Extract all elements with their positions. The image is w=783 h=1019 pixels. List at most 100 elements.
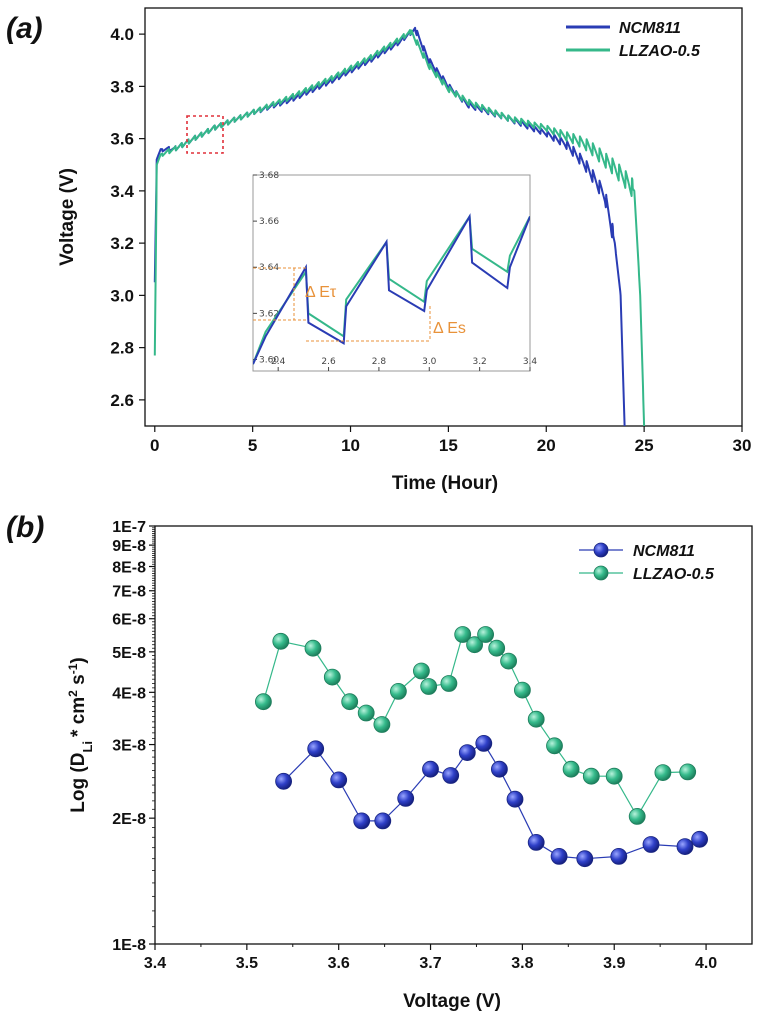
panel-b-data-point [458,744,476,761]
inset-x-tick-label: 2.8 [372,357,387,367]
panel-a-plot-frame [144,7,743,427]
delta-et-label: Δ Eτ [305,284,337,301]
panel-b-data-point [679,763,697,781]
panel-a-y-ticks: 2.6 2.8 3.0 3.2 3.4 3.6 3.8 4.0 [110,25,145,410]
panel-b-data-point [330,771,348,789]
panel-b-data-point [466,636,484,654]
panel-a-y-tick-label: 4.0 [110,25,134,44]
panel-b-series-line [283,742,700,860]
panel-b-y-tick-label: 7E-8 [112,584,146,601]
panel-b-data-point [420,678,438,695]
panel-b-data-point [576,850,594,868]
panel-b-data-point [422,760,439,778]
panel-b-x-tick-label: 4.0 [695,955,717,972]
panel-a-series [153,26,646,426]
y-title-sup1: 2 [66,690,80,697]
panel-a-x-tick-label: 20 [537,436,556,455]
inset-frame [252,174,531,372]
panel-b-data-point [490,760,508,778]
panel-b-data-point [254,693,272,711]
panel-b-data-point [654,764,672,781]
panel-b-data-point [475,735,493,752]
panel-b: (b) 3.4 3.5 3.6 3.7 3.8 3.9 4.0 1E-8 2E-8 3E-8 4E… [6,511,753,1012]
panel-b-data-point [527,710,545,728]
panel-a-x-tick-label: 5 [248,436,257,455]
panel-b-x-tick-label: 3.9 [603,955,625,972]
panel-b-y-tick-label: 3E-8 [112,738,146,755]
panel-b-y-title: Log (DLi * cm2 s-1) [66,657,95,812]
panel-b-data-point [272,632,290,650]
panel-b-y-tick-label: 8E-8 [112,560,146,577]
panel-a-series-line [153,29,646,426]
panel-a-x-tick-label: 25 [635,436,654,455]
panel-b-x-tick-label: 3.5 [236,955,258,972]
inset-y-tick-label: 3.66 [259,217,279,227]
y-title-sub: Li [80,741,95,753]
panel-b-data-point [341,693,359,711]
inset-guides [253,267,431,342]
panel-a-x-tick-label: 0 [150,436,159,455]
legend-marker-ncm811 [593,542,609,558]
panel-b-y-tick-label: 1E-7 [112,519,146,536]
inset-x-tick-label: 3.4 [523,357,538,367]
panel-a-x-ticks: 0 5 10 15 20 25 30 [150,426,751,455]
panel-b-data-point [304,639,322,657]
panel-a-y-tick-label: 2.8 [110,339,134,358]
legend-label-ncm811: NCM811 [619,20,681,37]
panel-b-data-point [500,652,518,670]
panel-a: (a) 0 5 10 15 20 25 30 2.6 2.8 3.0 3.2 3.4 3.6 3.8 4.… [6,7,751,494]
panel-a-legend: NCM811 LLZAO-0.5 [566,20,701,60]
inset-y-tick-label: 3.60 [259,355,279,365]
panel-b-data-point [477,626,495,643]
panel-b-data-point [691,830,708,848]
panel-a-x-tick-label: 15 [439,436,458,455]
y-title-pre: Log (D [68,753,89,813]
panel-a-y-tick-label: 3.4 [110,182,134,201]
panel-b-x-title: Voltage (V) [403,991,501,1012]
panel-b-y-tick-label: 9E-8 [112,538,146,555]
panel-b-data-point [488,639,506,657]
panel-b-data-point [275,772,293,790]
panel-b-data-point [412,662,430,680]
inset: 2.4 2.6 2.8 3.0 3.2 3.43.603.623.643.663.68 Δ… [252,171,538,372]
panel-b-y-tick-label: 6E-8 [112,612,146,629]
panel-a-y-tick-label: 3.6 [110,130,134,149]
panel-b-y-tick-label: 2E-8 [112,811,146,828]
panel-a-label: (a) [6,12,43,45]
panel-b-legend: NCM811 LLZAO-0.5 [579,542,715,583]
panel-b-data-point [373,716,391,733]
panel-b-data-point [605,767,623,785]
y-title-sup2: -1 [66,663,80,674]
y-title-mid: * cm [68,697,89,737]
panel-b-data-point [353,812,371,830]
delta-es-label: Δ Es [433,320,466,337]
panel-b-x-tick-label: 3.4 [144,955,166,972]
panel-b-data-point [550,848,568,865]
panel-b-data-point [454,626,472,643]
panel-b-series-line [262,633,688,818]
panel-b-x-tick-label: 3.6 [328,955,350,972]
panel-a-x-title: Time (Hour) [392,473,498,494]
y-title-mid2: s [68,674,89,690]
inset-x-tick-label: 2.4 [271,357,286,367]
inset-x-tick-label: 2.6 [321,357,336,367]
panel-b-x-ticks: 3.4 3.5 3.6 3.7 3.8 3.9 4.0 [144,944,717,972]
panel-b-data-point [506,790,524,808]
panel-a-y-tick-label: 3.0 [110,286,134,305]
inset-x-tick-label: 3.2 [472,357,486,367]
panel-b-plot-frame [154,525,753,945]
inset-y-tick-label: 3.62 [259,309,279,319]
panel-b-data-point [389,683,407,700]
y-title-post: ) [68,657,89,663]
panel-a-x-tick-label: 30 [733,436,752,455]
panel-a-y-tick-label: 3.8 [110,77,134,96]
panel-b-x-tick-label: 3.7 [419,955,441,972]
legend-label-llzao: LLZAO-0.5 [619,43,701,60]
panel-b-y-tick-label: 1E-8 [112,937,146,954]
legend-label-ncm811-b: NCM811 [633,543,695,560]
panel-b-x-tick-label: 3.8 [511,955,533,972]
panel-b-data-point [440,675,458,692]
panel-b-y-tick-label: 4E-8 [112,685,146,702]
panel-b-y-ticks: 1E-8 2E-8 3E-8 4E-8 5E-8 6E-8 7E-8 8E-8 9E-8 1E-7 [112,519,155,954]
